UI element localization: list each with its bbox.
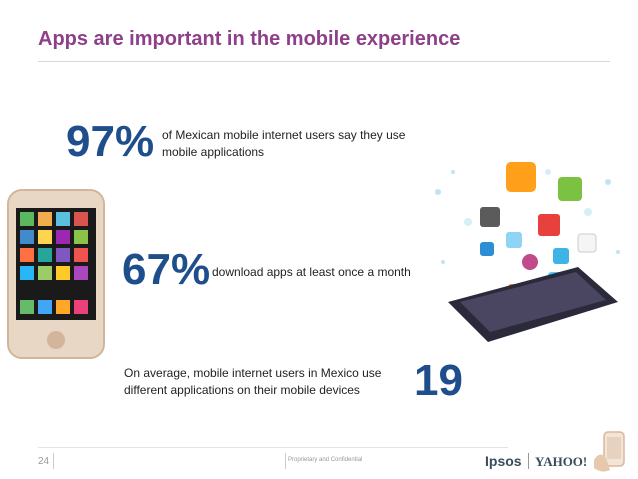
stat-67-description: download apps at least once a month [212,265,411,279]
slide-title: Apps are important in the mobile experie… [38,28,461,50]
page-number-separator [53,453,54,469]
confidential-separator [285,453,286,469]
stat-67-percent: 67% [122,245,211,294]
stat-19-value: 19 [414,356,463,405]
confidential-notice: Proprietary and Confidential [288,457,363,463]
stat-97-percent: 97% [66,117,155,166]
app-icons-illustration [435,162,620,342]
stat-19-description: On average, mobile internet users in Mex… [124,366,382,397]
footer-divider [38,447,508,448]
yahoo-logo: YAHOO! [535,454,588,469]
title-divider [38,61,610,62]
page-number: 24 [38,456,50,467]
stat-97-description: of Mexican mobile internet users say the… [162,128,406,159]
ipsos-logo: Ipsos [485,453,522,469]
smartphone-illustration [7,189,105,359]
logo-separator [528,453,529,469]
hand-phone-icon [594,431,625,472]
